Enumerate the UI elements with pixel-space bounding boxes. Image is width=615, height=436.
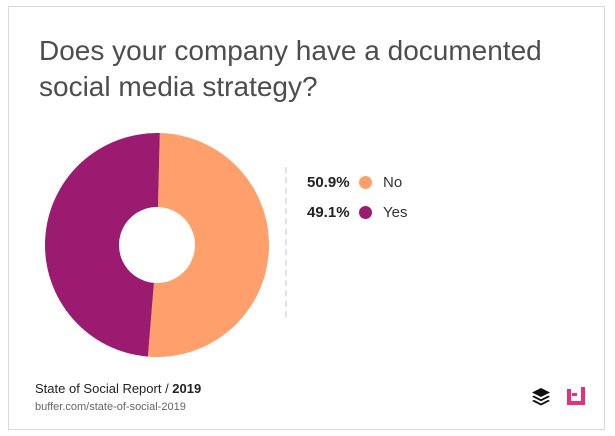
partner-logo-icon [567, 387, 585, 405]
chart-card: Does your company have a documented soci… [8, 6, 605, 430]
report-url: buffer.com/state-of-social-2019 [35, 401, 186, 413]
buffer-stack-icon [532, 388, 550, 406]
donut-slice-no [147, 133, 270, 357]
legend-item-yes: 49.1% Yes [307, 197, 407, 227]
report-name: State of Social Report / [35, 381, 173, 396]
chart-title: Does your company have a documented soci… [39, 33, 559, 105]
chart-title-line-2: social media strategy? [39, 71, 318, 102]
legend-value: 50.9% [307, 173, 350, 191]
donut-chart [45, 133, 270, 357]
report-credit: State of Social Report / 2019 [35, 381, 201, 396]
chart-legend: 50.9% No 49.1% Yes [307, 167, 407, 227]
legend-value: 49.1% [307, 203, 350, 221]
legend-divider [285, 167, 287, 317]
legend-label: Yes [383, 203, 408, 221]
donut-slice-yes [45, 133, 160, 357]
legend-label: No [383, 173, 403, 191]
legend-swatch [359, 205, 372, 219]
legend-item-no: 50.9% No [307, 167, 407, 197]
legend-swatch [359, 175, 372, 189]
report-year: 2019 [172, 381, 202, 396]
chart-title-line-1: Does your company have a documented [39, 35, 542, 66]
